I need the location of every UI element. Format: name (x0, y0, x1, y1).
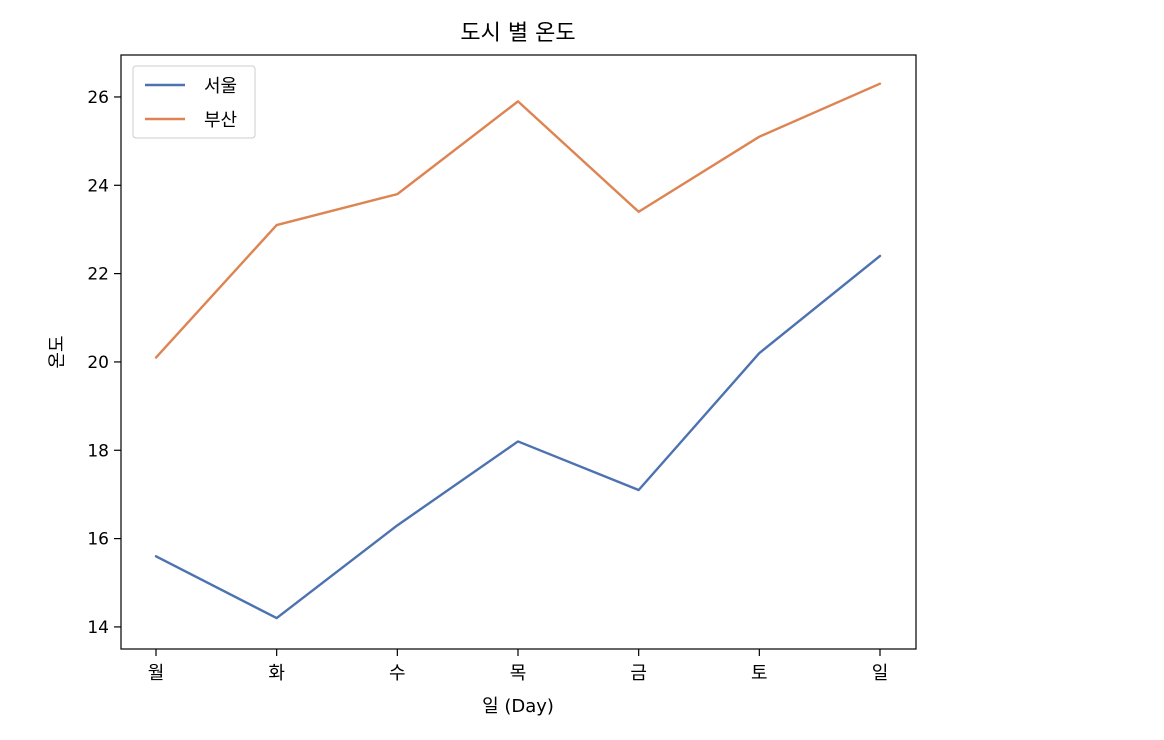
x-tick-label: 금 (630, 663, 647, 684)
x-tick-label: 일 (872, 663, 889, 684)
y-tick-label: 26 (87, 88, 109, 108)
data-point (515, 439, 520, 444)
plot-area (120, 54, 917, 650)
y-tick-label: 22 (87, 265, 109, 285)
y-tick-label: 24 (87, 176, 109, 196)
legend-label-1: 서울 (204, 76, 237, 97)
data-point (274, 615, 279, 620)
legend-label-2: 부산 (204, 110, 237, 131)
series-line-1 (154, 254, 882, 620)
data-point (877, 81, 882, 86)
chart-title: 도시 별 온도 (460, 21, 575, 46)
x-tick-label: 수 (389, 663, 406, 684)
y-tick-label: 14 (87, 618, 109, 638)
x-tick-label: 토 (751, 663, 768, 684)
x-tick-label: 목 (510, 663, 527, 684)
x-axis-label: 일 (Day) (482, 696, 554, 717)
data-point (153, 554, 158, 559)
data-point (395, 192, 400, 197)
data-point (636, 209, 641, 214)
series-line-2 (154, 82, 882, 359)
series-layer (153, 81, 882, 620)
data-point (153, 355, 158, 360)
y-tick-label: 16 (87, 530, 109, 550)
data-point (274, 222, 279, 227)
data-point (636, 487, 641, 492)
data-point (877, 253, 882, 258)
data-point (395, 523, 400, 528)
y-tick-label: 18 (87, 441, 109, 461)
x-tick-label: 월 (148, 663, 165, 684)
data-point (757, 134, 762, 139)
data-point (757, 351, 762, 356)
x-tick-label: 화 (268, 663, 285, 684)
y-tick-label: 20 (87, 353, 109, 373)
y-axis: 14 16 18 20 22 24 26 (87, 88, 121, 638)
y-axis-label: 온도 (47, 335, 68, 368)
data-point (515, 99, 520, 104)
